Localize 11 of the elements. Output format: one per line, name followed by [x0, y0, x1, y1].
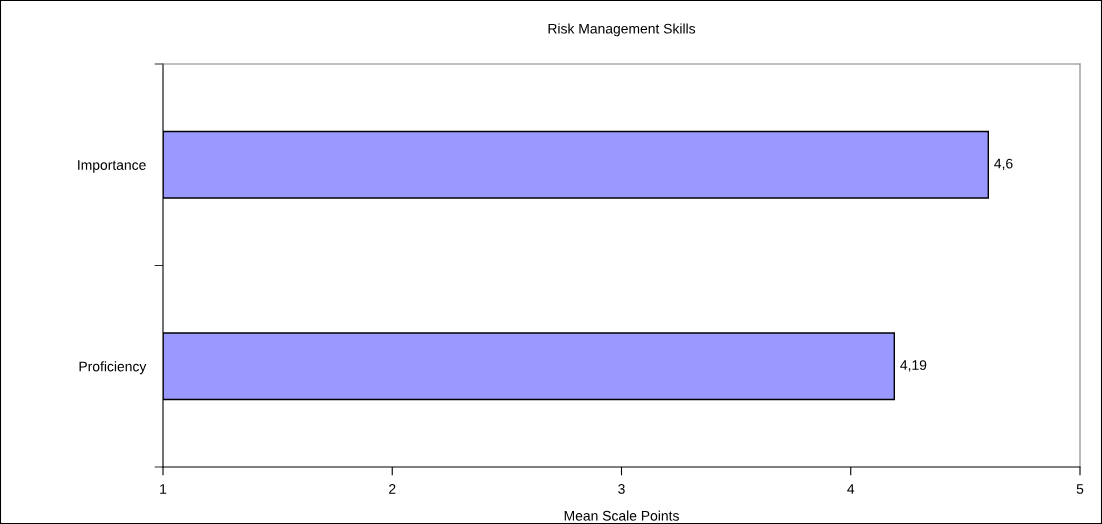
chart-title: Risk Management Skills	[548, 23, 696, 37]
x-tick-label: 2	[389, 484, 396, 494]
x-tick-label: 1	[160, 484, 167, 494]
data-label: 4,19	[900, 360, 927, 372]
x-tick-label: 3	[618, 484, 625, 494]
x-axis-title: Mean Scale Points	[564, 510, 679, 521]
y-tick-label: Importance	[78, 160, 146, 173]
y-tick-label: Proficiency	[79, 361, 147, 375]
x-tick-label: 5	[1076, 484, 1084, 494]
x-tick-label: 4	[847, 484, 855, 494]
data-label: 4,6	[994, 158, 1013, 171]
